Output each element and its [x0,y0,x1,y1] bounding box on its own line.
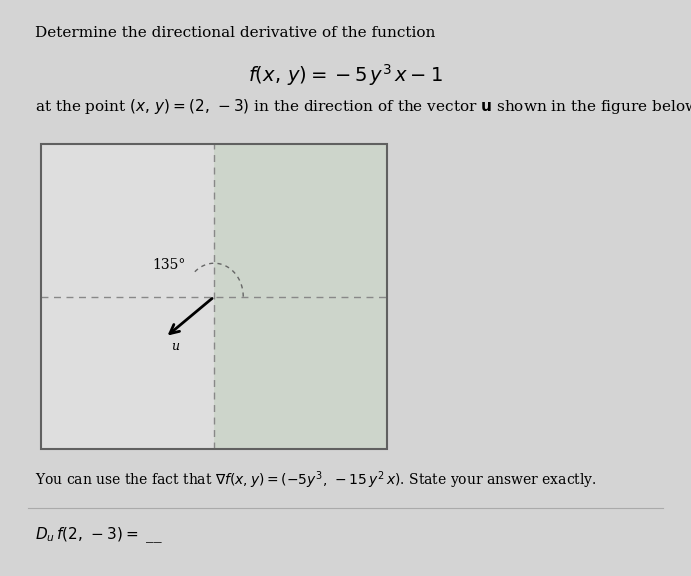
Text: $f(x,\,y) = -5\,y^3\,x - 1$: $f(x,\,y) = -5\,y^3\,x - 1$ [248,62,443,88]
Bar [41,144,214,449]
Text: $D_u\,f(2,\,-3) = $ __: $D_u\,f(2,\,-3) = $ __ [35,525,162,545]
Bar [41,144,387,449]
Text: u: u [171,340,179,353]
Bar [214,144,387,449]
Text: 135°: 135° [152,258,185,272]
Text: at the point $(x,\,y) = (2,\,-3)$ in the direction of the vector $\mathbf{u}$ sh: at the point $(x,\,y) = (2,\,-3)$ in the… [35,97,691,116]
Text: You can use the fact that $\nabla f(x,y) = (-5y^3,\,-15\,y^2\,x)$. State your an: You can use the fact that $\nabla f(x,y)… [35,469,596,491]
Text: Determine the directional derivative of the function: Determine the directional derivative of … [35,26,435,40]
